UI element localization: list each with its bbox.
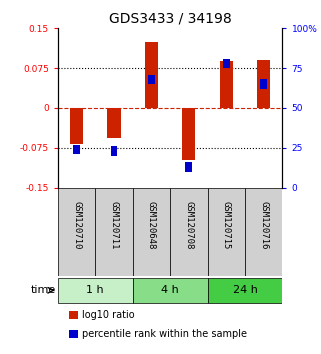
Bar: [223, 58, 230, 68]
Bar: [186, 162, 192, 172]
Bar: [70, 108, 83, 144]
FancyBboxPatch shape: [58, 188, 95, 276]
Bar: [145, 41, 158, 108]
FancyBboxPatch shape: [208, 278, 282, 303]
Bar: [182, 108, 195, 160]
Bar: [220, 61, 233, 108]
FancyBboxPatch shape: [133, 188, 170, 276]
Text: GSM120715: GSM120715: [222, 201, 231, 249]
Text: 1 h: 1 h: [86, 285, 104, 295]
Text: time: time: [31, 285, 56, 295]
Bar: [148, 74, 155, 84]
FancyBboxPatch shape: [95, 188, 133, 276]
FancyBboxPatch shape: [170, 188, 208, 276]
Text: GSM120716: GSM120716: [259, 201, 268, 249]
FancyBboxPatch shape: [58, 278, 133, 303]
Text: GSM120711: GSM120711: [109, 201, 118, 249]
Text: percentile rank within the sample: percentile rank within the sample: [82, 329, 247, 339]
Title: GDS3433 / 34198: GDS3433 / 34198: [109, 12, 231, 26]
FancyBboxPatch shape: [133, 278, 208, 303]
Bar: [257, 60, 270, 108]
Text: 24 h: 24 h: [233, 285, 257, 295]
Bar: [110, 146, 117, 156]
Bar: [69, 311, 78, 319]
FancyBboxPatch shape: [245, 188, 282, 276]
FancyBboxPatch shape: [208, 188, 245, 276]
Text: log10 ratio: log10 ratio: [82, 310, 135, 320]
Text: GSM120708: GSM120708: [184, 201, 193, 249]
Bar: [73, 144, 80, 154]
Bar: [108, 108, 120, 138]
Text: GSM120648: GSM120648: [147, 201, 156, 249]
Text: GSM120710: GSM120710: [72, 201, 81, 249]
Bar: [69, 330, 78, 338]
Text: 4 h: 4 h: [161, 285, 179, 295]
Bar: [260, 79, 267, 89]
